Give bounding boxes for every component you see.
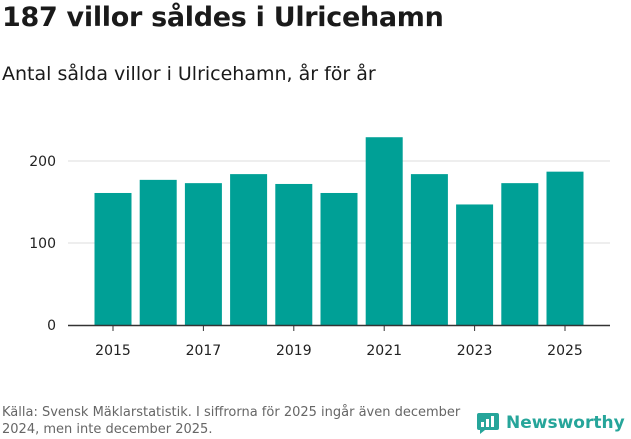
bar-2023 xyxy=(456,204,494,325)
source-note: Källa: Svensk Mäklarstatistik. I siffror… xyxy=(2,405,461,437)
bar-2020 xyxy=(320,192,358,325)
y-tick-label: 100 xyxy=(29,236,56,252)
chart-subtitle: Antal sålda villor i Ulricehamn, år för … xyxy=(2,63,376,85)
bar-2025 xyxy=(546,171,584,325)
bar-2016 xyxy=(139,179,177,325)
x-tick-label: 2025 xyxy=(547,343,583,359)
bar-chart: 0 100 200 2015 2017 2019 2021 2023 2025 xyxy=(29,137,610,359)
y-axis: 0 100 200 xyxy=(29,154,56,334)
bar-2021 xyxy=(365,137,403,325)
x-tick-label: 2017 xyxy=(186,343,222,359)
bar-2019 xyxy=(275,183,313,325)
x-tick-label: 2019 xyxy=(276,343,312,359)
bar-2022 xyxy=(410,174,448,325)
bar-2024 xyxy=(501,183,539,325)
x-tick-label: 2023 xyxy=(457,343,493,359)
chart-title: 187 villor såldes i Ulricehamn xyxy=(2,2,444,33)
y-tick-label: 200 xyxy=(29,154,56,170)
bars xyxy=(94,137,584,325)
bar-2017 xyxy=(184,183,222,325)
x-tick-label: 2021 xyxy=(366,343,402,359)
x-tick-label: 2015 xyxy=(95,343,131,359)
bar-2018 xyxy=(230,174,268,325)
brand-name: Newsworthy xyxy=(506,413,625,433)
newsworthy-logo-icon xyxy=(477,413,499,434)
bar-2015 xyxy=(94,192,132,325)
newsworthy-logo: Newsworthy xyxy=(476,410,625,436)
x-axis: 2015 2017 2019 2021 2023 2025 xyxy=(68,324,610,359)
y-tick-label: 0 xyxy=(47,318,56,334)
